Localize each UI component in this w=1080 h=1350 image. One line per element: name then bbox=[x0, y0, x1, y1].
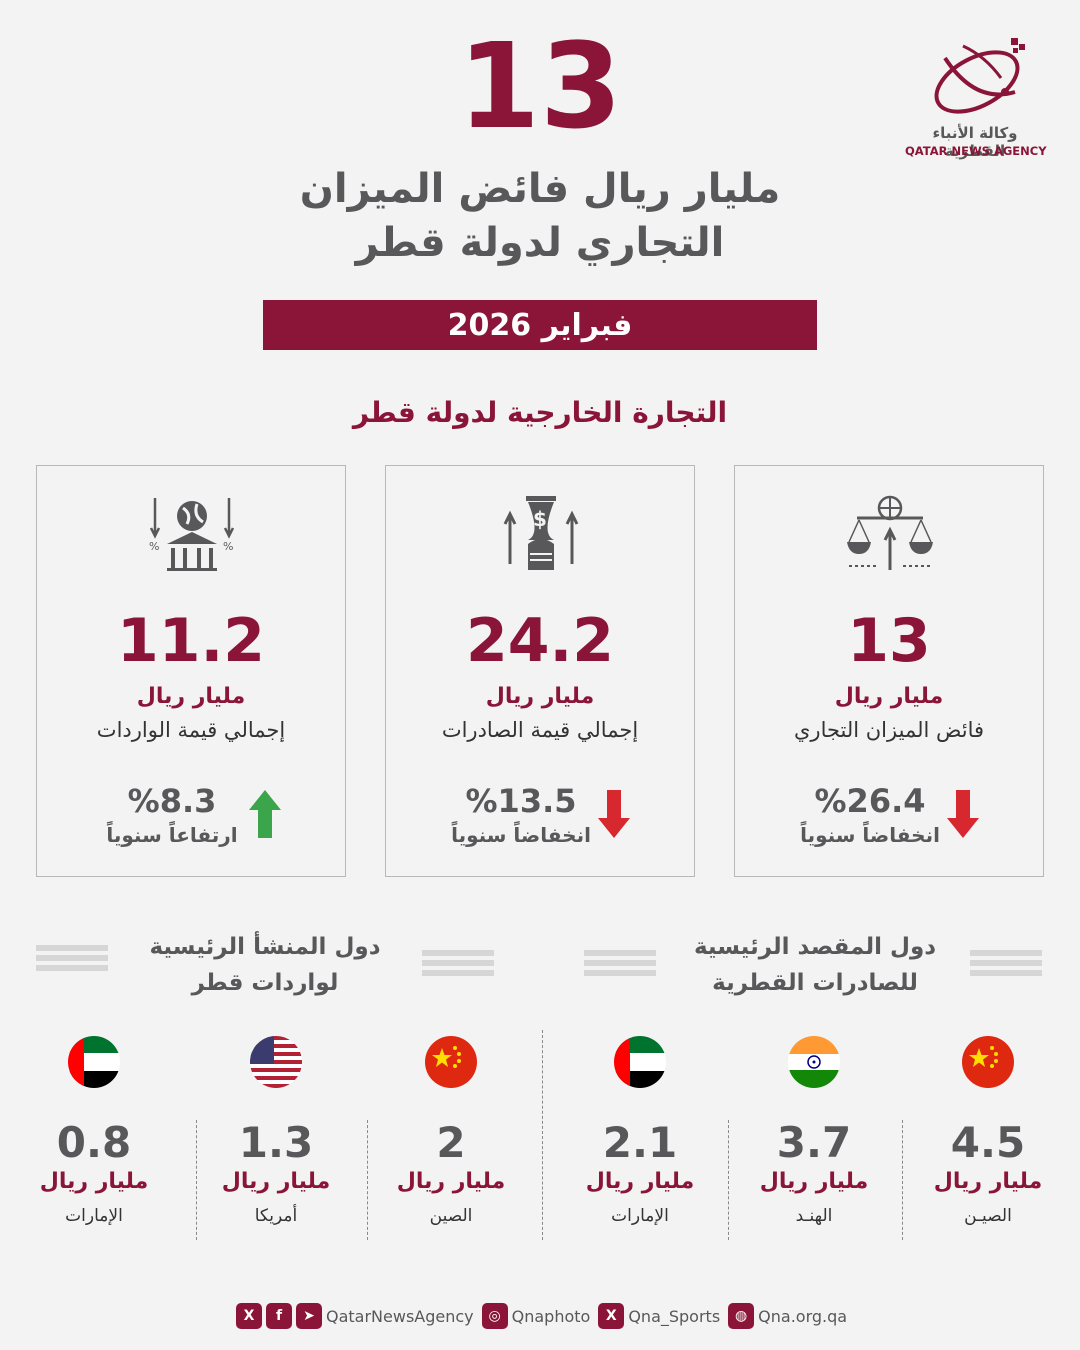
country-value: 0.8 bbox=[56, 1118, 132, 1167]
uae-flag-icon bbox=[68, 1036, 120, 1088]
telegram-icon[interactable]: ➤ bbox=[296, 1303, 322, 1329]
heading-decoration bbox=[422, 950, 494, 976]
globe-icon[interactable]: ◍ bbox=[728, 1303, 755, 1329]
uae-flag-icon bbox=[614, 1036, 666, 1088]
export-country-india: 3.7 مليار ريال الهنـد bbox=[734, 1036, 894, 1226]
country-unit: مليار ريال bbox=[396, 1169, 506, 1194]
exports-percent: %13.5 bbox=[465, 782, 577, 820]
divider bbox=[728, 1120, 729, 1240]
imports-icon: % % bbox=[149, 498, 235, 571]
imports-heading-line-1: دول المنشأ الرئيسية bbox=[149, 934, 381, 960]
divider bbox=[367, 1120, 368, 1240]
country-value: 3.7 bbox=[776, 1118, 852, 1167]
country-name: أمريكا bbox=[254, 1206, 298, 1226]
country-value: 2.1 bbox=[602, 1118, 678, 1167]
country-value: 4.5 bbox=[950, 1118, 1026, 1167]
exports-heading-line-2: للصادرات القطرية bbox=[712, 969, 918, 996]
arrow-up-icon bbox=[249, 790, 281, 838]
qna-emblem-icon bbox=[934, 38, 1025, 114]
facebook-icon[interactable]: f bbox=[266, 1303, 292, 1329]
country-name: الهنـد bbox=[795, 1206, 833, 1226]
website-link[interactable]: Qna.org.qa bbox=[758, 1306, 848, 1326]
trade-balance-value: 13 bbox=[847, 606, 931, 676]
section-title: التجارة الخارجية لدولة قطر bbox=[352, 396, 728, 429]
country-unit: مليار ريال bbox=[933, 1169, 1043, 1194]
country-value: 1.3 bbox=[238, 1118, 314, 1167]
svg-text:$: $ bbox=[533, 507, 547, 531]
section-divider bbox=[542, 1030, 543, 1240]
qna-logo: وكالة الأنباء القطرية QATAR NEWS AGENCY bbox=[905, 34, 1047, 164]
trade-balance-icon bbox=[847, 495, 933, 570]
exports-card: $ 24.2 مليار ريال إجمالي قيمة الصادرات %… bbox=[385, 465, 695, 877]
export-country-uae: 2.1 مليار ريال الإمارات bbox=[560, 1036, 720, 1226]
date-banner: فبراير 2026 bbox=[263, 300, 817, 350]
exports-icon: $ bbox=[503, 496, 579, 570]
export-country-china: 4.5 مليار ريال الصيـن bbox=[908, 1036, 1068, 1226]
heading-decoration bbox=[970, 950, 1042, 976]
china-flag-icon bbox=[962, 1036, 1014, 1088]
country-unit: مليار ريال bbox=[39, 1169, 149, 1194]
logo-name-arabic: وكالة الأنباء القطرية bbox=[932, 124, 1018, 160]
headline-title: مليار ريال فائض الميزان التجاري لدولة قط… bbox=[240, 162, 840, 270]
country-unit: مليار ريال bbox=[759, 1169, 869, 1194]
x-icon[interactable]: X bbox=[598, 1303, 625, 1329]
imports-label: إجمالي قيمة الواردات bbox=[96, 718, 286, 742]
exports-trend: انخفاضاً سنوياً bbox=[451, 823, 591, 847]
trade-balance-trend: انخفاضاً سنوياً bbox=[800, 823, 940, 847]
imports-percent: %8.3 bbox=[127, 782, 217, 820]
svg-text:%: % bbox=[149, 540, 159, 553]
country-name: الإمارات bbox=[611, 1206, 669, 1226]
country-unit: مليار ريال bbox=[221, 1169, 331, 1194]
import-country-usa: 1.3 مليار ريال أمريكا bbox=[196, 1036, 356, 1226]
instagram-icon[interactable]: ◎ bbox=[481, 1303, 508, 1329]
heading-decoration bbox=[36, 945, 108, 971]
imports-value: 11.2 bbox=[116, 606, 266, 676]
exports-unit: مليار ريال bbox=[485, 684, 595, 709]
arrow-down-icon bbox=[947, 790, 979, 838]
headline-line-2: التجاري لدولة قطر bbox=[355, 220, 725, 266]
divider bbox=[196, 1120, 197, 1240]
logo-name-english: QATAR NEWS AGENCY bbox=[905, 144, 1047, 158]
handle-qna-sports[interactable]: Qna_Sports bbox=[628, 1306, 721, 1326]
headline-line-1: مليار ريال فائض الميزان bbox=[299, 166, 781, 212]
x-icon[interactable]: X bbox=[236, 1303, 262, 1329]
exports-value: 24.2 bbox=[465, 606, 615, 676]
trade-balance-label: فائض الميزان التجاري bbox=[793, 718, 984, 742]
country-name: الصيـن bbox=[964, 1206, 1012, 1226]
country-name: الإمارات bbox=[65, 1206, 123, 1226]
svg-text:%: % bbox=[223, 540, 233, 553]
country-unit: مليار ريال bbox=[585, 1169, 695, 1194]
imports-unit: مليار ريال bbox=[136, 684, 246, 709]
import-country-china: 2 مليار ريال الصين bbox=[371, 1036, 531, 1226]
trade-balance-percent: %26.4 bbox=[814, 782, 926, 820]
trade-balance-unit: مليار ريال bbox=[834, 684, 944, 709]
exports-label: إجمالي قيمة الصادرات bbox=[441, 718, 639, 742]
import-country-uae: 0.8 مليار ريال الإمارات bbox=[14, 1036, 174, 1226]
india-flag-icon bbox=[788, 1036, 840, 1088]
handle-qatarnewsagency[interactable]: QatarNewsAgency bbox=[326, 1306, 474, 1326]
arrow-down-icon bbox=[598, 790, 630, 838]
headline-number: 13 bbox=[457, 17, 623, 155]
imports-origins-heading: دول المنشأ الرئيسية لواردات قطر bbox=[115, 930, 415, 1001]
social-footer: X f ➤ QatarNewsAgency ◎ Qnaphoto X Qna_S… bbox=[236, 1300, 856, 1332]
country-name: الصين bbox=[429, 1206, 473, 1226]
exports-heading-line-1: دول المقصد الرئيسية bbox=[693, 934, 937, 960]
trade-balance-card: 13 مليار ريال فائض الميزان التجاري %26.4… bbox=[734, 465, 1044, 877]
imports-heading-line-2: لواردات قطر bbox=[191, 969, 339, 996]
country-value: 2 bbox=[436, 1118, 466, 1167]
divider bbox=[902, 1120, 903, 1240]
imports-trend: ارتفاعاً سنوياً bbox=[106, 823, 238, 847]
china-flag-icon bbox=[425, 1036, 477, 1088]
usa-flag-icon bbox=[250, 1036, 302, 1088]
handle-qnaphoto[interactable]: Qnaphoto bbox=[511, 1306, 591, 1326]
heading-decoration bbox=[584, 950, 656, 976]
exports-destinations-heading: دول المقصد الرئيسية للصادرات القطرية bbox=[660, 930, 970, 1001]
imports-card: % % 11.2 مليار ريال إجمالي قيمة الواردات… bbox=[36, 465, 346, 877]
